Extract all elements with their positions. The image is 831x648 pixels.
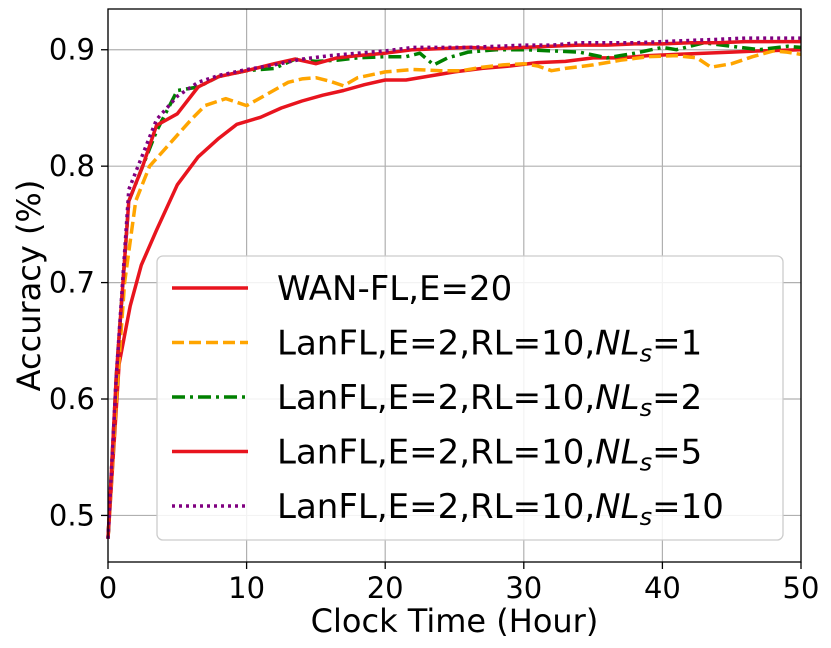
series-line-1 bbox=[106, 47, 802, 539]
x-tick-label: 10 bbox=[228, 571, 265, 605]
series-line-3 bbox=[106, 41, 802, 539]
legend: WAN-FL,E=20 LanFL,E=2,RL=10,NLs=1 LanFL,E=… bbox=[156, 255, 784, 541]
y-axis-label: Accuracy (%) bbox=[10, 180, 48, 392]
legend-label: WAN-FL,E=20 bbox=[277, 269, 512, 309]
x-tick-label: 30 bbox=[505, 571, 542, 605]
x-tick-label: 40 bbox=[644, 571, 681, 605]
x-axis-label: Clock Time (Hour) bbox=[311, 602, 599, 640]
series-lines bbox=[106, 36, 802, 539]
legend-label: LanFL,E=2,RL=10,NLs=5 bbox=[277, 433, 702, 477]
y-tick-label: 0.5 bbox=[49, 498, 95, 532]
legend-label: LanFL,E=2,RL=10,NLs=2 bbox=[277, 378, 702, 422]
legend-box bbox=[156, 255, 784, 541]
plot-frame bbox=[107, 8, 802, 563]
series-line-2 bbox=[106, 49, 802, 539]
y-tick-label: 0.8 bbox=[49, 149, 95, 183]
x-tick-label: 0 bbox=[99, 571, 117, 605]
x-tick-label: 50 bbox=[783, 571, 820, 605]
y-tick-label: 0.9 bbox=[49, 33, 95, 67]
y-tick-label: 0.6 bbox=[49, 382, 95, 416]
axis-ticks: 0 10 20 30 40 50 0.5 0.6 0.7 0.8 0.9 bbox=[49, 33, 820, 605]
series-line-4 bbox=[106, 39, 801, 539]
x-tick-label: 20 bbox=[367, 571, 404, 605]
y-tick-label: 0.7 bbox=[49, 266, 95, 300]
legend-label: LanFL,E=2,RL=10,NLs=10 bbox=[277, 487, 724, 531]
legend-label: LanFL,E=2,RL=10,NLs=1 bbox=[277, 324, 702, 368]
